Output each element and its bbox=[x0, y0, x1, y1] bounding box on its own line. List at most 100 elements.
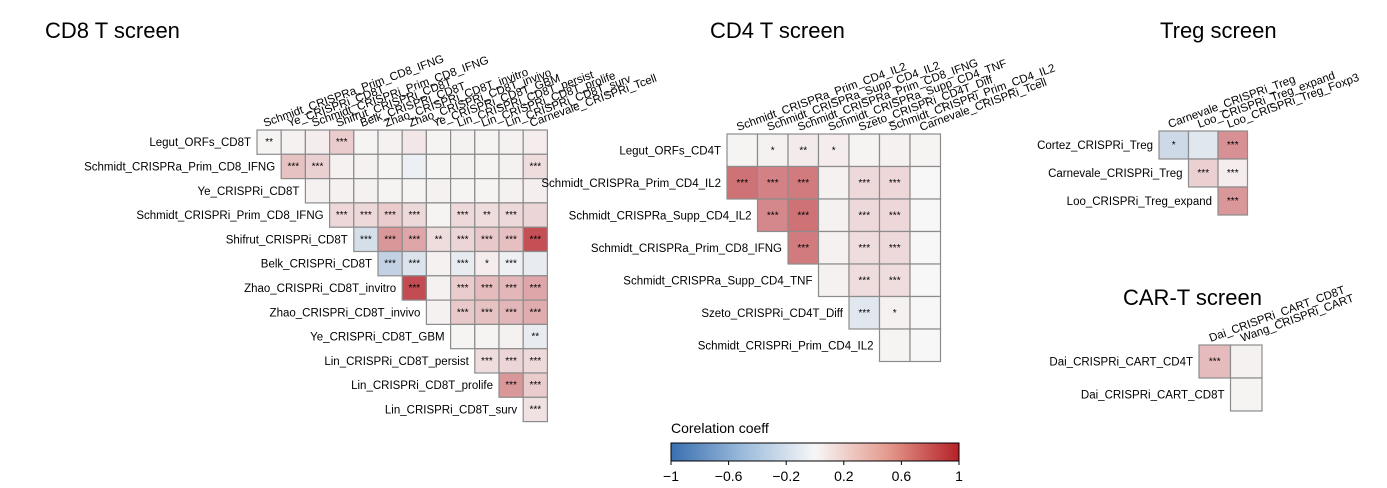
significance-label: *** bbox=[529, 283, 541, 294]
heatmap-cell bbox=[848, 133, 881, 168]
significance-label: *** bbox=[287, 161, 299, 172]
significance-label: * bbox=[832, 145, 836, 156]
colorbar-tick-label: −0.2 bbox=[772, 468, 800, 484]
panel-title: CD8 T screen bbox=[45, 18, 180, 43]
significance-label: *** bbox=[858, 243, 870, 254]
heatmap-cell bbox=[522, 129, 549, 155]
colorbar-tick-label: −1 bbox=[663, 468, 679, 484]
heatmap-cell bbox=[280, 129, 307, 155]
heatmap-cell bbox=[425, 226, 452, 253]
heatmap-cell bbox=[256, 129, 282, 155]
heatmap-cell bbox=[1217, 186, 1249, 216]
heatmap-cell bbox=[909, 133, 942, 168]
significance-label: *** bbox=[767, 210, 779, 221]
colorbar-tick-label: 0.2 bbox=[834, 468, 854, 484]
heatmap-cell bbox=[425, 178, 452, 204]
heatmap-cell bbox=[425, 153, 452, 180]
row-label: Schmidt_CRISPRa_Supp_CD4_TNF bbox=[623, 275, 812, 287]
colorbar: Corelation coeff −1 −0.6 −0.2 0.2 0.6 1 bbox=[663, 420, 963, 484]
heatmap-cell bbox=[450, 153, 476, 180]
significance-label: *** bbox=[336, 210, 348, 221]
significance-label: *** bbox=[505, 307, 517, 318]
heatmap-cell bbox=[817, 133, 850, 168]
significance-label: *** bbox=[1209, 357, 1221, 368]
heatmap-cell bbox=[817, 263, 850, 298]
significance-label: ** bbox=[435, 234, 443, 245]
significance-label: *** bbox=[505, 210, 517, 221]
heatmap-cell bbox=[1217, 130, 1249, 160]
heatmap-cell bbox=[726, 133, 759, 168]
significance-label: *** bbox=[457, 210, 469, 221]
significance-label: *** bbox=[312, 161, 324, 172]
heatmap-cell bbox=[353, 178, 379, 204]
heatmap-cell bbox=[1229, 377, 1263, 412]
heatmap-cell bbox=[787, 165, 820, 200]
significance-label: *** bbox=[736, 178, 748, 189]
row-label: Schmidt_CRISPRa_Prim_CD8_IFNG bbox=[591, 243, 782, 255]
heatmap-cell bbox=[401, 202, 428, 228]
significance-label: *** bbox=[858, 308, 870, 319]
row-label: Legut_ORFs_CD8T bbox=[149, 137, 251, 149]
heatmap-cell bbox=[878, 230, 911, 265]
significance-label: *** bbox=[408, 234, 420, 245]
significance-label: *** bbox=[529, 161, 541, 172]
heatmap-cell bbox=[848, 230, 881, 265]
heatmap-cell bbox=[1198, 344, 1232, 379]
heatmap-cell bbox=[401, 250, 428, 277]
colorbar-title: Corelation coeff bbox=[671, 420, 769, 436]
significance-label: *** bbox=[1227, 168, 1239, 179]
heatmap-cell bbox=[909, 328, 942, 363]
panel-title: CAR-T screen bbox=[1123, 285, 1262, 310]
significance-label: *** bbox=[858, 275, 870, 286]
heatmap-cell bbox=[353, 153, 379, 180]
heatmap-cell bbox=[848, 263, 881, 298]
significance-label: *** bbox=[1197, 168, 1209, 179]
heatmap-cell bbox=[522, 202, 549, 228]
heatmap-cell bbox=[909, 165, 942, 200]
heatmap-cell bbox=[425, 129, 452, 155]
heatmap-cell bbox=[878, 263, 911, 298]
heatmap-cell bbox=[909, 263, 942, 298]
significance-label: *** bbox=[505, 356, 517, 367]
heatmap-cell bbox=[498, 323, 524, 350]
row-label: Belk_CRISPRi_CD8T bbox=[261, 259, 372, 271]
significance-label: *** bbox=[481, 234, 493, 245]
significance-label: *** bbox=[408, 283, 420, 294]
significance-label: * bbox=[1172, 140, 1176, 151]
significance-label: *** bbox=[1227, 196, 1239, 207]
heatmap-cell bbox=[450, 323, 476, 350]
significance-label: *** bbox=[529, 307, 541, 318]
heatmap-cell bbox=[909, 198, 942, 233]
significance-label: *** bbox=[889, 178, 901, 189]
row-label: Lin_CRISPRi_CD8T_prolife bbox=[351, 380, 493, 392]
row-label: Schmidt_CRISPRa_Supp_CD4_IL2 bbox=[569, 210, 752, 222]
row-label: Shifrut_CRISPRi_CD8T bbox=[226, 234, 348, 246]
row-label: Ye_CRISPRi_CD8T_GBM bbox=[310, 332, 444, 344]
heatmap-cell bbox=[450, 178, 476, 204]
heatmap-cell bbox=[498, 129, 524, 155]
heatmap-cell bbox=[498, 153, 524, 180]
heatmap-cell bbox=[909, 295, 942, 330]
colorbar-tick-label: −0.6 bbox=[715, 468, 743, 484]
heatmap-cell bbox=[522, 323, 549, 350]
significance-label: *** bbox=[481, 307, 493, 318]
row-label: Lin_CRISPRi_CD8T_surv bbox=[385, 404, 518, 416]
heatmap-cell bbox=[329, 153, 355, 180]
heatmap-cell bbox=[474, 178, 500, 204]
panel-title: Treg screen bbox=[1160, 18, 1277, 43]
heatmap-cell bbox=[425, 299, 452, 326]
heatmap-cell bbox=[425, 275, 452, 301]
significance-label: *** bbox=[858, 210, 870, 221]
significance-label: *** bbox=[529, 234, 541, 245]
significance-label: *** bbox=[529, 404, 541, 415]
heatmap-cell bbox=[401, 178, 428, 204]
heatmap-cell bbox=[474, 129, 500, 155]
significance-label: *** bbox=[529, 380, 541, 391]
heatmap-cell bbox=[353, 129, 379, 155]
row-label: Szeto_CRISPRi_CD4T_Diff bbox=[701, 308, 843, 320]
colorbar-ticks: −1 −0.6 −0.2 0.2 0.6 1 bbox=[663, 461, 963, 484]
heatmap-cell bbox=[474, 323, 500, 350]
significance-label: ** bbox=[531, 332, 539, 343]
heatmap-cell bbox=[1217, 158, 1249, 188]
